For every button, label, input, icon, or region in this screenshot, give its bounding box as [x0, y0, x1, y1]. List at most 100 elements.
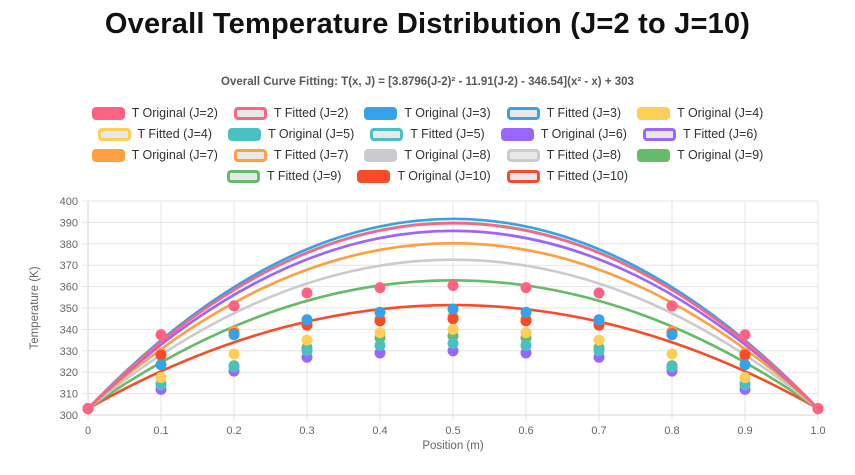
- data-point[interactable]: [739, 349, 751, 361]
- legend-label: T Original (J=6): [540, 127, 627, 141]
- legend-item[interactable]: T Original (J=9): [637, 148, 763, 162]
- data-point[interactable]: [374, 339, 386, 351]
- legend-label: T Fitted (J=5): [410, 127, 485, 141]
- legend-solid-swatch-icon: [91, 148, 125, 162]
- legend-label: T Fitted (J=10): [546, 169, 629, 183]
- legend-item[interactable]: T Fitted (J=2): [233, 106, 349, 120]
- data-point[interactable]: [82, 403, 94, 415]
- legend-outline-swatch-icon: [370, 127, 404, 141]
- data-point[interactable]: [812, 403, 824, 415]
- legend-item[interactable]: T Fitted (J=10): [506, 169, 629, 183]
- legend-item[interactable]: T Original (J=3): [364, 106, 491, 120]
- legend-item[interactable]: T Fitted (J=8): [506, 148, 622, 162]
- data-point[interactable]: [228, 348, 240, 360]
- data-point[interactable]: [520, 327, 532, 339]
- y-tick-label: 350: [60, 303, 78, 315]
- y-tick-label: 370: [60, 260, 78, 272]
- legend-label: T Original (J=10): [397, 169, 491, 183]
- legend: T Original (J=2) T Fitted (J=2) T Original…: [0, 106, 855, 183]
- legend-solid-swatch-icon: [364, 106, 398, 120]
- legend-item[interactable]: T Original (J=8): [364, 148, 491, 162]
- legend-label: T Fitted (J=3): [546, 106, 622, 120]
- legend-solid-swatch-icon: [228, 127, 261, 141]
- data-point[interactable]: [374, 282, 386, 294]
- legend-label: T Fitted (J=8): [546, 148, 622, 162]
- data-point[interactable]: [520, 306, 532, 318]
- legend-item[interactable]: T Fitted (J=9): [226, 169, 341, 183]
- data-point[interactable]: [228, 329, 240, 341]
- legend-label: T Original (J=7): [131, 148, 218, 162]
- data-point[interactable]: [301, 345, 313, 357]
- axis-ticks: 300 310 320 330 340 350 360 370 380 390 400 0 0.1 0.2…: [60, 196, 826, 437]
- legend-item[interactable]: T Original (J=2): [91, 106, 218, 120]
- y-tick-label: 310: [60, 389, 78, 401]
- x-tick-label: 0.3: [299, 425, 314, 437]
- fitted-curve-T-Fitted-J-8-: [86, 258, 820, 410]
- x-tick-label: 1.0: [810, 425, 825, 437]
- y-tick-label: 400: [60, 196, 78, 208]
- data-point[interactable]: [228, 361, 240, 373]
- data-point[interactable]: [155, 372, 167, 384]
- data-point[interactable]: [739, 372, 751, 384]
- data-point[interactable]: [447, 323, 459, 335]
- y-tick-label: 330: [60, 346, 78, 358]
- legend-outline-swatch-icon: [226, 169, 260, 183]
- data-point[interactable]: [447, 313, 459, 325]
- x-axis-title: Position (m): [422, 440, 484, 452]
- data-point[interactable]: [520, 315, 532, 327]
- legend-outline-swatch-icon: [506, 106, 540, 120]
- legend-item[interactable]: T Original (J=5): [228, 127, 354, 141]
- data-point[interactable]: [666, 300, 678, 312]
- data-point[interactable]: [228, 300, 240, 312]
- data-point[interactable]: [374, 327, 386, 339]
- data-point[interactable]: [155, 349, 167, 361]
- legend-item[interactable]: T Original (J=10): [357, 169, 491, 183]
- data-point[interactable]: [520, 339, 532, 351]
- data-point[interactable]: [666, 361, 678, 373]
- x-tick-label: 0.1: [153, 425, 168, 437]
- data-point[interactable]: [301, 314, 313, 326]
- legend-item[interactable]: T Fitted (J=7): [233, 148, 348, 162]
- legend-outline-swatch-icon: [506, 169, 540, 183]
- y-tick-label: 340: [60, 324, 78, 336]
- legend-label: T Fitted (J=2): [273, 106, 349, 120]
- data-point[interactable]: [666, 348, 678, 360]
- fitted-curve-T-Fitted-J-7-: [86, 242, 820, 410]
- original-points-T-Original-J-4-: [82, 323, 824, 415]
- data-point[interactable]: [301, 287, 313, 299]
- legend-item[interactable]: T Fitted (J=5): [370, 127, 485, 141]
- data-point[interactable]: [374, 315, 386, 327]
- legend-item[interactable]: T Original (J=7): [91, 148, 218, 162]
- x-tick-label: 0.9: [737, 425, 752, 437]
- data-point[interactable]: [739, 329, 751, 341]
- legend-outline-swatch-icon: [97, 127, 131, 141]
- legend-item[interactable]: T Fitted (J=4): [97, 127, 212, 141]
- data-point[interactable]: [593, 287, 605, 299]
- data-point[interactable]: [155, 329, 167, 341]
- legend-item[interactable]: T Original (J=6): [500, 127, 627, 141]
- data-point[interactable]: [447, 280, 459, 292]
- legend-item[interactable]: T Original (J=4): [637, 106, 763, 120]
- legend-label: T Original (J=5): [268, 127, 355, 141]
- legend-label: T Original (J=8): [404, 148, 491, 162]
- y-tick-label: 320: [60, 367, 78, 379]
- legend-item[interactable]: T Fitted (J=3): [506, 106, 622, 120]
- legend-label: T Fitted (J=4): [137, 127, 212, 141]
- x-tick-label: 0.4: [372, 425, 387, 437]
- data-point[interactable]: [447, 303, 459, 315]
- data-point[interactable]: [520, 282, 532, 294]
- data-point[interactable]: [593, 314, 605, 326]
- data-point[interactable]: [447, 337, 459, 349]
- data-point[interactable]: [593, 345, 605, 357]
- data-point[interactable]: [666, 329, 678, 341]
- data-point[interactable]: [301, 334, 313, 346]
- x-tick-label: 0.5: [445, 425, 460, 437]
- legend-row: T Original (J=2) T Fitted (J=2) T Original…: [91, 106, 763, 120]
- legend-solid-swatch-icon: [637, 106, 671, 120]
- x-tick-label: 0: [85, 425, 91, 437]
- legend-item[interactable]: T Fitted (J=6): [642, 127, 757, 141]
- data-point[interactable]: [593, 334, 605, 346]
- data-point[interactable]: [374, 306, 386, 318]
- data-point[interactable]: [739, 359, 751, 371]
- data-point[interactable]: [155, 359, 167, 371]
